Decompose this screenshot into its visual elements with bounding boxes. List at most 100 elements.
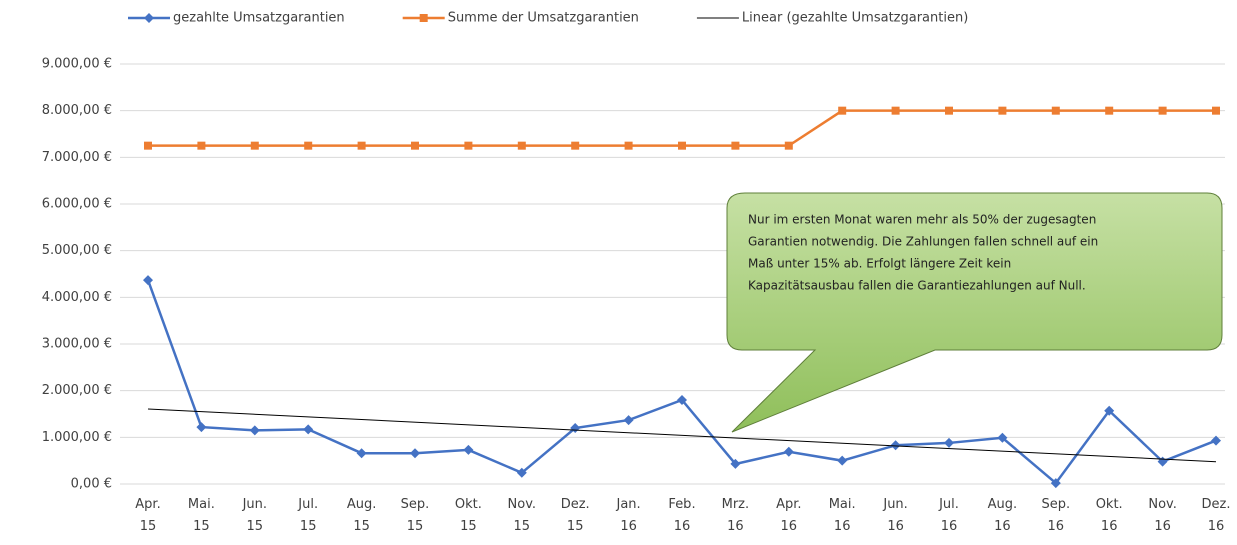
x-tick-line: Jun.	[882, 497, 907, 512]
marker	[1158, 106, 1167, 115]
marker	[624, 141, 633, 150]
marker	[783, 446, 794, 457]
x-tick-line: 15	[247, 519, 264, 534]
x-tick-line: 16	[674, 519, 691, 534]
annotation-text: Maß unter 15% ab. Erfolgt längere Zeit k…	[748, 257, 1011, 271]
marker	[1104, 405, 1115, 416]
legend-label: Linear (gezahlte Umsatzgarantien)	[742, 11, 968, 26]
x-tick-line: 15	[407, 519, 424, 534]
marker	[411, 141, 419, 150]
x-tick-line: 15	[193, 519, 210, 534]
y-tick-label: 1.000,00 €	[42, 430, 112, 445]
x-tick-line: 15	[514, 519, 531, 534]
annotation-text: Garantien notwendig. Die Zahlungen falle…	[748, 235, 1098, 249]
x-tick-line: Dez.	[1202, 497, 1231, 512]
x-tick-label: Sep. 15	[401, 497, 430, 534]
marker	[517, 141, 526, 150]
x-tick-line: 15	[460, 519, 477, 534]
x-tick-line: 16	[727, 519, 744, 534]
marker	[730, 458, 741, 469]
marker	[197, 141, 206, 150]
x-tick-line: 16	[941, 519, 958, 534]
x-tick-label: Mrz. 16	[722, 497, 750, 534]
y-tick-label: 3.000,00 €	[42, 337, 112, 352]
marker	[1105, 106, 1114, 115]
x-tick-label: Nov. 15	[508, 497, 537, 534]
x-tick-line: Dez.	[561, 497, 590, 512]
marker	[997, 432, 1008, 443]
marker	[1051, 106, 1060, 115]
marker	[196, 422, 207, 433]
legend-label: Summe der Umsatzgarantien	[448, 11, 639, 26]
x-tick-line: 16	[994, 519, 1011, 534]
x-tick-line: 15	[140, 519, 157, 534]
x-tick-label: Aug. 16	[988, 497, 1018, 534]
x-tick-label: Dez. 15	[561, 497, 590, 534]
y-tick-label: 0,00 €	[71, 477, 112, 492]
x-tick-line: Jul.	[297, 497, 318, 512]
x-tick-label: Apr. 15	[135, 497, 160, 534]
x-tick-line: Aug.	[347, 497, 377, 512]
marker	[1212, 106, 1220, 115]
annotation-text: Nur im ersten Monat waren mehr als 50% d…	[748, 213, 1096, 227]
y-tick-label: 2.000,00 €	[42, 383, 112, 398]
x-tick-label: Apr. 16	[776, 497, 801, 534]
marker	[144, 141, 152, 150]
x-tick-line: 15	[300, 519, 317, 534]
callout	[726, 192, 1223, 433]
marker	[1050, 478, 1061, 489]
marker	[678, 141, 686, 150]
x-tick-line: Jun.	[242, 497, 267, 512]
x-tick-label: Jan. 16	[616, 497, 641, 534]
x-tick-label: Jun. 15	[242, 497, 267, 534]
x-tick-line: Feb.	[668, 497, 695, 512]
marker	[837, 455, 848, 466]
x-tick-line: 16	[1048, 519, 1065, 534]
marker	[944, 437, 954, 448]
x-tick-line: 16	[1154, 519, 1171, 534]
marker	[890, 440, 901, 451]
x-tick-label: Okt. 15	[455, 497, 482, 534]
y-tick-label: 6.000,00 €	[42, 197, 112, 212]
marker	[463, 444, 474, 455]
y-tick-label: 5.000,00 €	[42, 243, 112, 258]
x-tick-label: Feb. 16	[668, 497, 695, 534]
x-tick-line: 16	[1208, 519, 1225, 534]
marker	[731, 141, 740, 150]
x-tick-label: Nov. 16	[1148, 497, 1177, 534]
marker	[945, 106, 953, 115]
x-tick-line: 15	[353, 519, 370, 534]
marker	[357, 141, 366, 150]
x-tick-line: 16	[887, 519, 904, 534]
x-tick-label: Mai. 15	[188, 497, 215, 534]
x-tick-line: Apr.	[135, 497, 160, 512]
x-tick-line: 16	[781, 519, 798, 534]
x-tick-label: Dez. 16	[1202, 497, 1231, 534]
x-tick-line: Jan.	[616, 497, 641, 512]
x-tick-label: Okt. 16	[1096, 497, 1123, 534]
x-tick-line: Okt.	[1096, 497, 1123, 512]
marker	[838, 106, 847, 115]
x-tick-line: Nov.	[1148, 497, 1177, 512]
marker	[1211, 435, 1221, 446]
x-tick-line: Okt.	[455, 497, 482, 512]
x-tick-line: Sep.	[401, 497, 430, 512]
x-tick-line: Nov.	[508, 497, 537, 512]
trend-line	[147, 408, 1217, 463]
annotation-text: Kapazitätsausbau fallen die Garantiezahl…	[748, 279, 1086, 293]
marker	[249, 425, 260, 436]
y-tick-label: 7.000,00 €	[42, 150, 112, 165]
x-tick-line: 15	[567, 519, 584, 534]
marker	[623, 415, 634, 426]
x-tick-label: Jul. 16	[938, 497, 959, 534]
marker	[998, 106, 1007, 115]
marker	[304, 141, 313, 150]
marker	[303, 424, 314, 435]
x-tick-label: Jul. 15	[297, 497, 318, 534]
marker	[516, 467, 527, 478]
marker	[784, 141, 793, 150]
x-tick-line: Mai.	[829, 497, 856, 512]
marker	[356, 448, 367, 459]
marker	[571, 141, 580, 150]
marker	[677, 395, 687, 405]
